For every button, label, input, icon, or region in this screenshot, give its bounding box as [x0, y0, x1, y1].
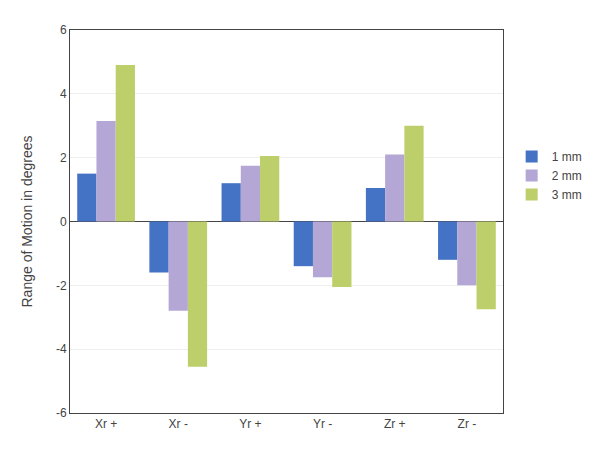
svg-text:0: 0 [60, 215, 67, 229]
svg-text:Range of Motion in degrees: Range of Motion in degrees [19, 136, 35, 308]
svg-text:3 mm: 3 mm [552, 188, 582, 202]
svg-text:4: 4 [60, 87, 67, 101]
svg-text:6: 6 [60, 23, 67, 37]
svg-text:Zr -: Zr - [458, 417, 477, 431]
svg-text:Yr +: Yr + [239, 417, 261, 431]
svg-text:-4: -4 [56, 342, 67, 356]
svg-text:Xr -: Xr - [169, 417, 188, 431]
svg-text:Zr +: Zr + [384, 417, 406, 431]
svg-text:-2: -2 [56, 279, 67, 293]
svg-text:-6: -6 [56, 406, 67, 420]
svg-text:1 mm: 1 mm [552, 150, 582, 164]
svg-text:2: 2 [60, 151, 67, 165]
svg-text:Xr +: Xr + [95, 417, 117, 431]
svg-text:Yr -: Yr - [313, 417, 332, 431]
svg-text:2 mm: 2 mm [552, 169, 582, 183]
